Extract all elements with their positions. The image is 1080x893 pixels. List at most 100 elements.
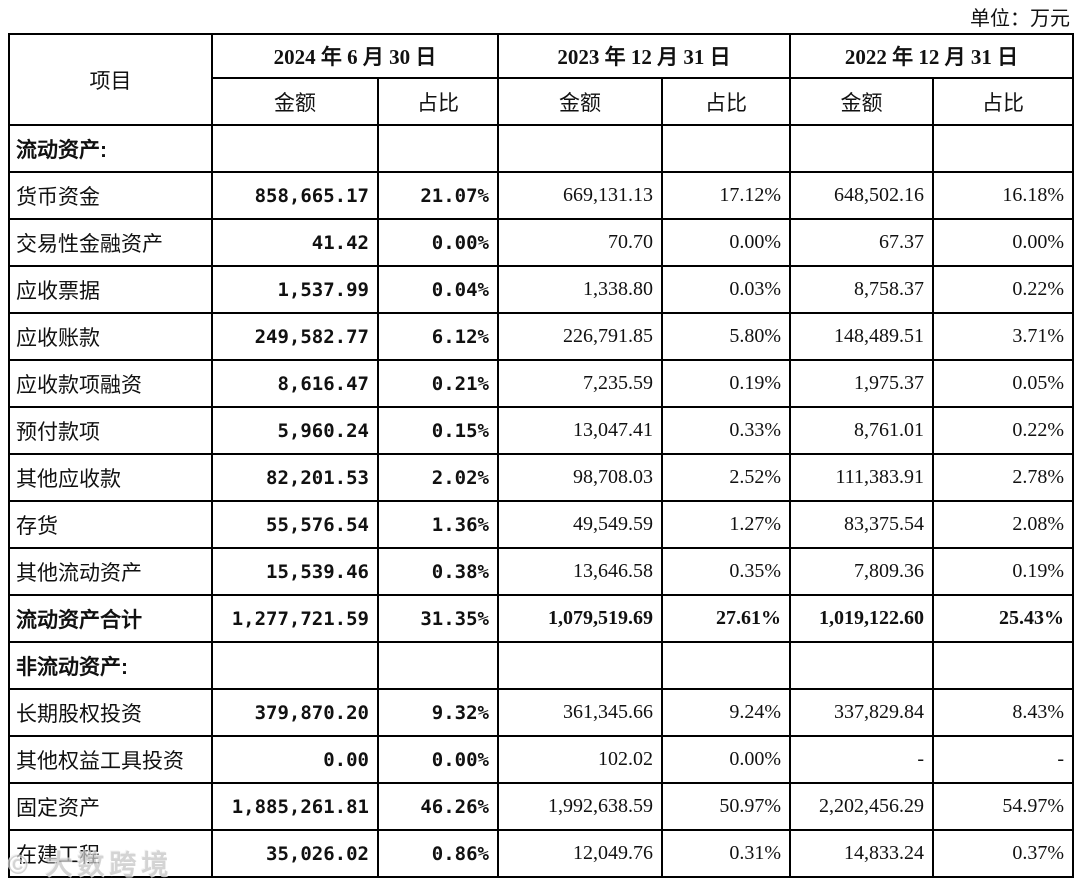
amount-2024-cell: 41.42 [211, 218, 379, 267]
ratio-2022-cell: 0.19% [932, 547, 1074, 596]
row-label-cell: 应收票据 [8, 265, 213, 314]
ratio-2024-cell: 21.07% [377, 171, 499, 220]
ratio-2022-cell: 2.78% [932, 453, 1074, 502]
amount-2023-cell: 226,791.85 [497, 312, 663, 361]
table-row: 预付款项 5,960.24 0.15% 13,047.41 0.33% 8,761.01 0… [8, 406, 1074, 455]
table-row: 长期股权投资 379,870.20 9.32% 361,345.66 9.24% 337,… [8, 688, 1074, 737]
row-label-cell: 其他应收款 [8, 453, 213, 502]
amount-2023-cell: 361,345.66 [497, 688, 663, 737]
ratio-2022-cell: 3.71% [932, 312, 1074, 361]
table-row: 流动资产合计 1,277,721.59 31.35% 1,079,519.69 27.6… [8, 594, 1074, 643]
ratio-2024-cell [377, 641, 499, 690]
amount-2022-cell: - [789, 735, 934, 784]
row-label-cell: 其他流动资产 [8, 547, 213, 596]
ratio-2023-cell: 0.31% [661, 829, 791, 878]
amount-2023-cell: 98,708.03 [497, 453, 663, 502]
ratio-2022-cell: 2.08% [932, 500, 1074, 549]
amount-2023-cell: 669,131.13 [497, 171, 663, 220]
ratio-2024-cell: 6.12% [377, 312, 499, 361]
row-label-cell: 流动资产合计 [8, 594, 213, 643]
ratio-2022-cell [932, 124, 1074, 173]
amount-header-2022: 金额 [789, 77, 934, 126]
row-label-cell: 流动资产: [8, 124, 213, 173]
amount-2024-cell: 15,539.46 [211, 547, 379, 596]
ratio-2022-cell: 25.43% [932, 594, 1074, 643]
amount-2023-cell: 7,235.59 [497, 359, 663, 408]
amount-2023-cell: 70.70 [497, 218, 663, 267]
row-label-cell: 预付款项 [8, 406, 213, 455]
amount-2023-cell: 1,079,519.69 [497, 594, 663, 643]
header-row-dates: 项目 2024 年 6 月 30 日 2023 年 12 月 31 日 2022… [8, 33, 1074, 126]
ratio-2023-cell: 50.97% [661, 782, 791, 831]
amount-2024-cell: 1,537.99 [211, 265, 379, 314]
amount-2024-cell: 8,616.47 [211, 359, 379, 408]
ratio-2023-cell: 9.24% [661, 688, 791, 737]
ratio-2024-cell: 31.35% [377, 594, 499, 643]
amount-2022-cell: 14,833.24 [789, 829, 934, 878]
row-label-cell: 其他权益工具投资 [8, 735, 213, 784]
row-label-cell: 存货 [8, 500, 213, 549]
amount-2024-cell: 5,960.24 [211, 406, 379, 455]
ratio-2022-cell: 0.00% [932, 218, 1074, 267]
date-header-2024: 2024 年 6 月 30 日 [211, 33, 499, 79]
unit-label: 单位：万元 [970, 8, 1070, 30]
ratio-2024-cell: 0.00% [377, 735, 499, 784]
ratio-header-2023: 占比 [661, 77, 791, 126]
amount-2023-cell: 13,047.41 [497, 406, 663, 455]
ratio-2022-cell: 8.43% [932, 688, 1074, 737]
ratio-2023-cell: 2.52% [661, 453, 791, 502]
amount-2024-cell [211, 124, 379, 173]
ratio-2024-cell: 0.15% [377, 406, 499, 455]
ratio-header-2024: 占比 [377, 77, 499, 126]
ratio-2022-cell: 0.37% [932, 829, 1074, 878]
amount-2024-cell: 0.00 [211, 735, 379, 784]
financial-assets-table: 项目 2024 年 6 月 30 日 2023 年 12 月 31 日 2022… [8, 33, 1074, 878]
table-row: 其他应收款 82,201.53 2.02% 98,708.03 2.52% 111,383… [8, 453, 1074, 502]
table-row: 存货 55,576.54 1.36% 49,549.59 1.27% 83,375.54 2… [8, 500, 1074, 549]
ratio-2024-cell: 0.04% [377, 265, 499, 314]
table-row: 货币资金 858,665.17 21.07% 669,131.13 17.12% 648,… [8, 171, 1074, 220]
ratio-2023-cell [661, 641, 791, 690]
amount-2022-cell: 1,019,122.60 [789, 594, 934, 643]
amount-2022-cell [789, 124, 934, 173]
amount-2024-cell: 55,576.54 [211, 500, 379, 549]
ratio-2023-cell: 0.33% [661, 406, 791, 455]
amount-2023-cell: 1,338.80 [497, 265, 663, 314]
row-label-cell: 在建工程 [8, 829, 213, 878]
ratio-2023-cell: 17.12% [661, 171, 791, 220]
item-column-header: 项目 [8, 33, 213, 126]
amount-2022-cell: 111,383.91 [789, 453, 934, 502]
ratio-2023-cell: 0.19% [661, 359, 791, 408]
amount-2022-cell: 67.37 [789, 218, 934, 267]
amount-2024-cell: 82,201.53 [211, 453, 379, 502]
ratio-2023-cell: 1.27% [661, 500, 791, 549]
ratio-2023-cell: 0.35% [661, 547, 791, 596]
ratio-2023-cell: 0.00% [661, 218, 791, 267]
table-row: 非流动资产: [8, 641, 1074, 690]
amount-2024-cell: 1,277,721.59 [211, 594, 379, 643]
amount-2022-cell: 8,761.01 [789, 406, 934, 455]
amount-2024-cell: 35,026.02 [211, 829, 379, 878]
amount-2022-cell: 148,489.51 [789, 312, 934, 361]
row-label-cell: 固定资产 [8, 782, 213, 831]
row-label-cell: 货币资金 [8, 171, 213, 220]
table-row: 应收票据 1,537.99 0.04% 1,338.80 0.03% 8,758.37 0.… [8, 265, 1074, 314]
amount-2022-cell [789, 641, 934, 690]
table-row: 其他流动资产 15,539.46 0.38% 13,646.58 0.35% 7,809.… [8, 547, 1074, 596]
ratio-2023-cell: 0.03% [661, 265, 791, 314]
ratio-2022-cell: 0.22% [932, 406, 1074, 455]
ratio-header-2022: 占比 [932, 77, 1074, 126]
ratio-2024-cell: 1.36% [377, 500, 499, 549]
amount-2024-cell: 249,582.77 [211, 312, 379, 361]
ratio-2024-cell: 2.02% [377, 453, 499, 502]
ratio-2023-cell: 5.80% [661, 312, 791, 361]
amount-2022-cell: 7,809.36 [789, 547, 934, 596]
row-label-cell: 长期股权投资 [8, 688, 213, 737]
ratio-2022-cell: - [932, 735, 1074, 784]
table-row: 在建工程 35,026.02 0.86% 12,049.76 0.31% 14,833.2… [8, 829, 1074, 878]
ratio-2022-cell [932, 641, 1074, 690]
ratio-2024-cell: 46.26% [377, 782, 499, 831]
amount-2022-cell: 1,975.37 [789, 359, 934, 408]
amount-header-2023: 金额 [497, 77, 663, 126]
row-label-cell: 应收款项融资 [8, 359, 213, 408]
